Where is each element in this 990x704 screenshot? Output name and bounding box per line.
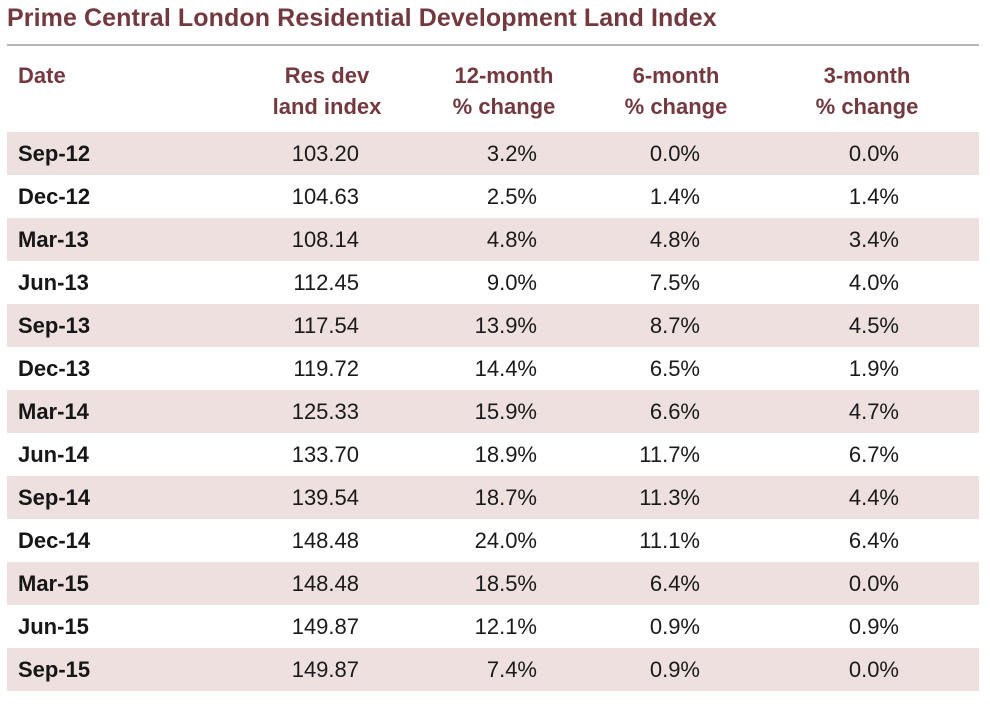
row-6-month-change: 11.1% [639, 528, 700, 553]
row-6-month-change: 6.5% [649, 356, 700, 381]
row-land-index: 112.45 [293, 270, 359, 295]
row-3-month-change: 0.0% [848, 657, 899, 682]
row-12-month-change: 14.4% [474, 356, 537, 381]
column-header-index-line1: Res dev [284, 63, 370, 88]
table-row: Dec-14 148.48 24.0% 11.1% 6.4% [7, 519, 979, 562]
row-land-index: 139.54 [291, 485, 359, 510]
row-3-month-change: 6.7% [848, 442, 899, 467]
row-date: Sep-13 [18, 313, 91, 338]
row-date: Dec-12 [18, 184, 91, 209]
row-6-month-change: 6.6% [649, 399, 700, 424]
row-3-month-change: 0.0% [848, 141, 899, 166]
row-12-month-change: 3.2% [486, 141, 537, 166]
row-12-month-change: 7.4% [486, 657, 537, 682]
column-header-index-line2: land index [272, 94, 382, 119]
row-land-index: 104.63 [291, 184, 359, 209]
row-12-month-change: 4.8% [486, 227, 537, 252]
column-header-date-line1: Date [18, 63, 66, 88]
table-row: Mar-15 148.48 18.5% 6.4% 0.0% [7, 562, 979, 605]
row-3-month-change: 4.0% [848, 270, 899, 295]
row-12-month-change: 18.5% [474, 571, 537, 596]
row-12-month-change: 2.5% [486, 184, 537, 209]
row-land-index: 108.14 [291, 227, 359, 252]
row-12-month-change: 13.9% [474, 313, 537, 338]
table-row: Jun-15 149.87 12.1% 0.9% 0.9% [7, 605, 979, 648]
row-3-month-change: 0.0% [848, 571, 899, 596]
row-12-month-change: 24.0% [474, 528, 537, 553]
table-row: Dec-12 104.63 2.5% 1.4% 1.4% [7, 175, 979, 218]
row-3-month-change: 1.9% [848, 356, 899, 381]
row-land-index: 133.70 [291, 442, 359, 467]
row-12-month-change: 9.0% [486, 270, 537, 295]
row-land-index: 117.54 [293, 313, 359, 338]
row-6-month-change: 7.5% [649, 270, 700, 295]
row-6-month-change: 1.4% [649, 184, 700, 209]
row-date: Mar-14 [18, 399, 89, 424]
table-row: Sep-13 117.54 13.9% 8.7% 4.5% [7, 304, 979, 347]
row-land-index: 149.87 [291, 657, 359, 682]
row-3-month-change: 6.4% [848, 528, 899, 553]
row-6-month-change: 6.4% [649, 571, 700, 596]
column-header-date: Date [18, 60, 66, 91]
column-header-index: Res dev land index [252, 60, 402, 122]
row-land-index: 148.48 [291, 571, 359, 596]
row-date: Jun-14 [18, 442, 89, 467]
column-header-12-month: 12-month % change [429, 60, 579, 122]
row-6-month-change: 11.3% [639, 485, 700, 510]
row-6-month-change: 0.9% [649, 657, 700, 682]
row-3-month-change: 4.7% [848, 399, 899, 424]
row-land-index: 125.33 [291, 399, 359, 424]
row-date: Dec-13 [18, 356, 91, 381]
row-date: Mar-15 [18, 571, 89, 596]
table-row: Dec-13 119.72 14.4% 6.5% 1.9% [7, 347, 979, 390]
column-header-12-month-line1: 12-month [454, 63, 554, 88]
row-land-index: 148.48 [291, 528, 359, 553]
row-3-month-change: 3.4% [848, 227, 899, 252]
row-6-month-change: 8.7% [649, 313, 700, 338]
row-date: Mar-13 [18, 227, 89, 252]
row-date: Sep-15 [18, 657, 91, 682]
column-header-6-month: 6-month % change [601, 60, 751, 122]
row-3-month-change: 0.9% [848, 614, 899, 639]
table-header-row: Date Res dev land index 12-month % chang… [7, 60, 979, 132]
column-header-6-month-line2: % change [624, 94, 728, 119]
land-index-table: Date Res dev land index 12-month % chang… [7, 60, 979, 691]
column-header-3-month: 3-month % change [792, 60, 942, 122]
table-body: Sep-12 103.20 3.2% 0.0% 0.0% Dec-12 104.63 2.5%… [7, 132, 979, 691]
row-land-index: 149.87 [291, 614, 359, 639]
row-6-month-change: 4.8% [649, 227, 700, 252]
table-row: Mar-13 108.14 4.8% 4.8% 3.4% [7, 218, 979, 261]
row-land-index: 119.72 [293, 356, 359, 381]
table-title: Prime Central London Residential Develop… [7, 4, 717, 32]
table-row: Sep-12 103.20 3.2% 0.0% 0.0% [7, 132, 979, 175]
table-row: Jun-14 133.70 18.9% 11.7% 6.7% [7, 433, 979, 476]
row-6-month-change: 11.7% [639, 442, 700, 467]
title-divider [7, 44, 979, 46]
table-row: Sep-15 149.87 7.4% 0.9% 0.0% [7, 648, 979, 691]
row-3-month-change: 4.5% [848, 313, 899, 338]
row-date: Sep-12 [18, 141, 91, 166]
row-12-month-change: 18.9% [474, 442, 537, 467]
row-date: Jun-15 [18, 614, 89, 639]
row-12-month-change: 18.7% [474, 485, 537, 510]
row-land-index: 103.20 [291, 141, 359, 166]
row-12-month-change: 15.9% [474, 399, 537, 424]
column-header-6-month-line1: 6-month [632, 63, 720, 88]
row-3-month-change: 1.4% [848, 184, 899, 209]
row-date: Jun-13 [18, 270, 89, 295]
row-date: Sep-14 [18, 485, 91, 510]
column-header-12-month-line2: % change [452, 94, 556, 119]
table-row: Sep-14 139.54 18.7% 11.3% 4.4% [7, 476, 979, 519]
row-date: Dec-14 [18, 528, 91, 553]
column-header-3-month-line2: % change [815, 94, 919, 119]
column-header-3-month-line1: 3-month [823, 63, 911, 88]
table-row: Jun-13 112.45 9.0% 7.5% 4.0% [7, 261, 979, 304]
row-12-month-change: 12.1% [474, 614, 537, 639]
row-3-month-change: 4.4% [848, 485, 899, 510]
table-row: Mar-14 125.33 15.9% 6.6% 4.7% [7, 390, 979, 433]
row-6-month-change: 0.0% [649, 141, 700, 166]
row-6-month-change: 0.9% [649, 614, 700, 639]
